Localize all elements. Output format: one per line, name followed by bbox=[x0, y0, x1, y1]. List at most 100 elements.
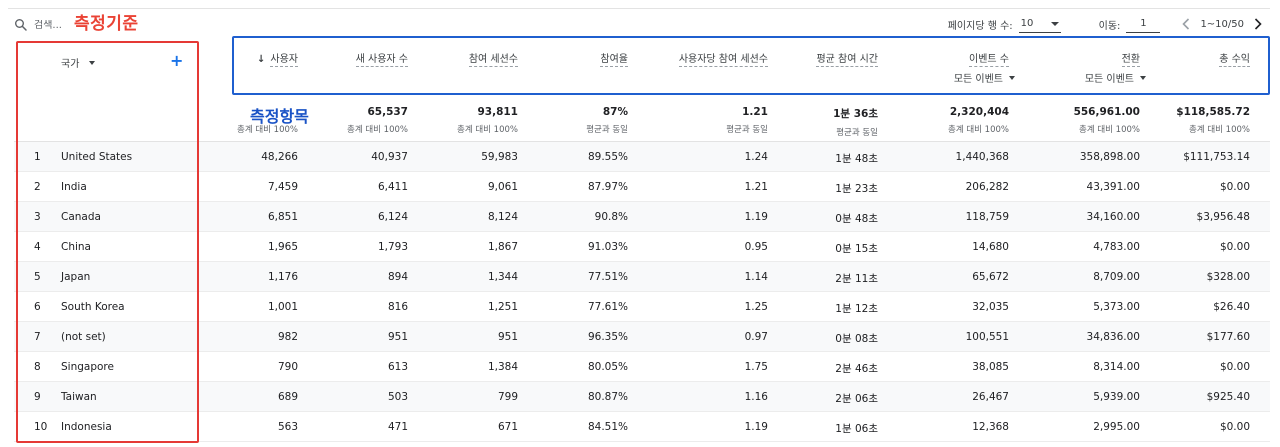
cell-engagement_rate: 77.51% bbox=[587, 271, 628, 283]
event-filter-select[interactable]: 모든 이벤트 bbox=[1084, 70, 1146, 85]
total-cell: 87% 평균과 동일 bbox=[586, 106, 628, 135]
total-cell: 93,811 총계 대비 100% bbox=[457, 106, 518, 135]
pagination: 페이지당 행 수: 10 이동: 1 1~10/50 bbox=[948, 14, 1264, 34]
total-cell: $118,585.72 총계 대비 100% bbox=[1176, 106, 1250, 135]
caret-down-icon bbox=[1009, 75, 1015, 80]
cell-engagement_rate: 80.05% bbox=[587, 361, 628, 373]
event-filter-select[interactable]: 모든 이벤트 bbox=[954, 70, 1015, 85]
total-subtext: 총계 대비 100% bbox=[457, 125, 518, 135]
country-name: South Korea bbox=[61, 301, 125, 313]
cell-avg_engagement: 1분 48초 bbox=[835, 153, 878, 165]
total-subtext: 총계 대비 100% bbox=[1079, 125, 1140, 135]
table-row[interactable]: 3 Canada 6,851 6,124 8,124 90.8% 1.19 0분 48초 118… bbox=[14, 202, 1270, 232]
cell-users: 563 bbox=[277, 421, 298, 433]
column-header-avg_engagement[interactable]: 평균 참여 시간 bbox=[816, 50, 878, 67]
cell-engaged_per_user: 1.19 bbox=[744, 421, 768, 433]
column-header-engaged_per_user[interactable]: 사용자당 참여 세션수 bbox=[678, 50, 768, 67]
total-value: 87% bbox=[602, 106, 628, 118]
column-header-label: 이벤트 수 bbox=[969, 54, 1009, 67]
cell-new_users: 894 bbox=[387, 271, 408, 283]
cell-avg_engagement: 0분 48초 bbox=[835, 213, 878, 225]
search-box[interactable] bbox=[14, 16, 68, 34]
table-row[interactable]: 9 Taiwan 689 503 799 80.87% 1.16 2분 06초 26,467 5,… bbox=[14, 382, 1270, 412]
cell-avg_engagement: 2분 46초 bbox=[835, 363, 878, 375]
total-cell: 1분 36초 평균과 동일 bbox=[833, 106, 878, 138]
cell-users: 6,851 bbox=[267, 211, 298, 223]
column-header-label: 사용자 bbox=[270, 54, 298, 67]
totals-row: 총계 대비 100% 65,537 총계 대비 100% 93,811 총계 대비 10… bbox=[14, 96, 1270, 142]
table-row[interactable]: 10 Indonesia 563 471 671 84.51% 1.19 1분 06초 12,3… bbox=[14, 412, 1270, 442]
row-index: 7 bbox=[34, 331, 41, 343]
cell-new_users: 471 bbox=[387, 421, 408, 433]
cell-engagement_rate: 90.8% bbox=[594, 211, 628, 223]
cell-engaged_sessions: 9,061 bbox=[487, 181, 518, 193]
country-name: Taiwan bbox=[61, 391, 97, 403]
cell-users: 790 bbox=[277, 361, 298, 373]
cell-engaged_sessions: 59,983 bbox=[481, 151, 518, 163]
cell-engagement_rate: 84.51% bbox=[587, 421, 628, 433]
cell-events: 38,085 bbox=[972, 361, 1009, 373]
search-input[interactable] bbox=[34, 19, 68, 31]
row-index: 3 bbox=[34, 211, 41, 223]
cell-conversions: 8,709.00 bbox=[1093, 271, 1140, 283]
country-name: Japan bbox=[61, 271, 91, 283]
table-row[interactable]: 8 Singapore 790 613 1,384 80.05% 1.75 2분 46초 38,… bbox=[14, 352, 1270, 382]
cell-avg_engagement: 2분 06초 bbox=[835, 393, 878, 405]
cell-new_users: 40,937 bbox=[371, 151, 408, 163]
cell-events: 65,672 bbox=[972, 271, 1009, 283]
table-row[interactable]: 5 Japan 1,176 894 1,344 77.51% 1.14 2분 11초 65,67… bbox=[14, 262, 1270, 292]
column-header-conversions[interactable]: 전환 모든 이벤트 bbox=[1084, 50, 1146, 85]
column-header-label: 새 사용자 수 bbox=[355, 54, 408, 67]
total-value: 1.21 bbox=[742, 106, 768, 118]
cell-users: 1,176 bbox=[267, 271, 298, 283]
table-header: 국가 + ↓ 사용자 새 사용자 수 참여 세션수 참여율 사용자당 참여 세션수 평균 참… bbox=[14, 40, 1270, 96]
table-row[interactable]: 7 (not set) 982 951 951 96.35% 0.97 0분 08초 100,5… bbox=[14, 322, 1270, 352]
cell-users: 7,459 bbox=[267, 181, 298, 193]
page-range: 1~10/50 bbox=[1200, 18, 1244, 30]
total-subtext: 총계 대비 100% bbox=[347, 125, 408, 135]
cell-engaged_sessions: 1,867 bbox=[487, 241, 518, 253]
cell-engagement_rate: 96.35% bbox=[587, 331, 628, 343]
next-page-button[interactable] bbox=[1252, 17, 1264, 31]
total-value: 65,537 bbox=[367, 106, 408, 118]
cell-revenue: $0.00 bbox=[1219, 421, 1250, 433]
total-subtext: 총계 대비 100% bbox=[237, 125, 298, 135]
column-header-new_users[interactable]: 새 사용자 수 bbox=[355, 50, 408, 67]
cell-new_users: 6,411 bbox=[377, 181, 408, 193]
cell-engagement_rate: 89.55% bbox=[587, 151, 628, 163]
cell-new_users: 6,124 bbox=[377, 211, 408, 223]
table-row[interactable]: 4 China 1,965 1,793 1,867 91.03% 0.95 0분 15초 14,… bbox=[14, 232, 1270, 262]
table-row[interactable]: 6 South Korea 1,001 816 1,251 77.61% 1.25 1분 12… bbox=[14, 292, 1270, 322]
cell-events: 26,467 bbox=[972, 391, 1009, 403]
table-row[interactable]: 2 India 7,459 6,411 9,061 87.97% 1.21 1분 23초 206… bbox=[14, 172, 1270, 202]
total-cell: 2,320,404 총계 대비 100% bbox=[948, 106, 1009, 135]
column-header-engaged_sessions[interactable]: 참여 세션수 bbox=[468, 50, 518, 67]
dimension-selector[interactable]: 국가 bbox=[61, 55, 96, 70]
cell-conversions: 5,373.00 bbox=[1093, 301, 1140, 313]
column-header-users[interactable]: ↓ 사용자 bbox=[257, 50, 298, 67]
table-body: 1 United States 48,266 40,937 59,983 89.55% 1.… bbox=[14, 142, 1270, 442]
cell-conversions: 34,160.00 bbox=[1086, 211, 1140, 223]
chevron-left-icon bbox=[1182, 18, 1190, 30]
cell-engagement_rate: 87.97% bbox=[587, 181, 628, 193]
column-header-engagement_rate[interactable]: 참여율 bbox=[600, 50, 628, 67]
event-filter-label: 모든 이벤트 bbox=[1084, 74, 1134, 85]
goto-input[interactable]: 1 bbox=[1126, 16, 1161, 33]
row-index: 2 bbox=[34, 181, 41, 193]
column-header-label: 참여율 bbox=[600, 54, 628, 67]
cell-conversions: 4,783.00 bbox=[1093, 241, 1140, 253]
cell-new_users: 816 bbox=[387, 301, 408, 313]
table-row[interactable]: 1 United States 48,266 40,937 59,983 89.55% 1.… bbox=[14, 142, 1270, 172]
country-name: China bbox=[61, 241, 91, 253]
metrics-annotation: 측정항목 bbox=[250, 107, 309, 126]
prev-page-button[interactable] bbox=[1180, 17, 1192, 31]
column-header-revenue[interactable]: 총 수익 bbox=[1219, 50, 1250, 67]
cell-events: 14,680 bbox=[972, 241, 1009, 253]
add-dimension-plus-icon[interactable]: + bbox=[170, 51, 184, 70]
row-index: 1 bbox=[34, 151, 41, 163]
cell-avg_engagement: 0분 08초 bbox=[835, 333, 878, 345]
total-cell: 총계 대비 100% bbox=[237, 106, 298, 135]
rows-per-page-select[interactable]: 10 bbox=[1018, 16, 1061, 33]
total-cell: 556,961.00 총계 대비 100% bbox=[1074, 106, 1140, 135]
